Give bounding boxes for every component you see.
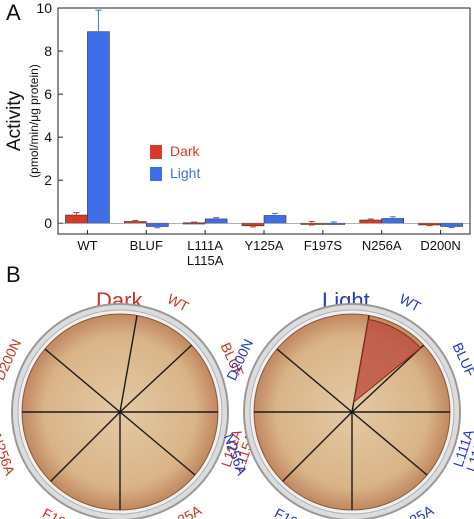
y-tick-label-2: 4: [44, 129, 52, 145]
y-axis-label: Activity: [4, 90, 25, 151]
dark-sector-line-3: [119, 411, 196, 476]
legend-label-light: Light: [170, 165, 200, 181]
x-tick-label-6: D200N: [420, 238, 460, 253]
y-tick-label-4: 8: [44, 43, 52, 59]
light-plate-label-0: WT: [397, 290, 424, 315]
x-tick-label-0: WT: [77, 238, 97, 253]
legend-swatch-dark: [150, 145, 162, 159]
y-tick-label-3: 6: [44, 86, 52, 102]
x-tick-label-1: BLUF: [130, 238, 163, 253]
light-sector-line-1: [351, 344, 425, 413]
y-tick-label-1: 2: [44, 172, 52, 188]
y-axis-sublabel: (pmol/min/μg protein): [27, 64, 41, 178]
light-sector-line-3: [351, 411, 428, 476]
light-wt-growth: [353, 318, 422, 404]
light-sector-line-5: [282, 411, 353, 482]
x-tick-label-4: F197S: [304, 238, 343, 253]
light-plate-label-2-1: L115A: [463, 431, 474, 474]
dark-sector-line-5: [50, 411, 121, 482]
panel-a-label: A: [6, 0, 21, 25]
y-tick-label-5: 10: [36, 0, 52, 16]
legend-label-dark: Dark: [170, 143, 201, 159]
legend-swatch-light: [150, 167, 162, 181]
dark-plate-label-0: WT: [165, 290, 192, 315]
light-sector-line-7: [276, 348, 353, 413]
x-tick-label-5: N256A: [362, 238, 402, 253]
y-tick-label-0: 0: [44, 215, 52, 231]
dark-sector-line-0: [119, 315, 138, 413]
panel-b-label: B: [6, 262, 21, 287]
x-tick-label-2-0: L111A: [187, 238, 223, 253]
x-tick-label-3: Y125A: [244, 238, 283, 253]
dark-sector-line-7: [44, 348, 121, 413]
x-tick-label-2-1: L115A: [187, 253, 224, 268]
dark-sector-line-1: [119, 344, 193, 413]
